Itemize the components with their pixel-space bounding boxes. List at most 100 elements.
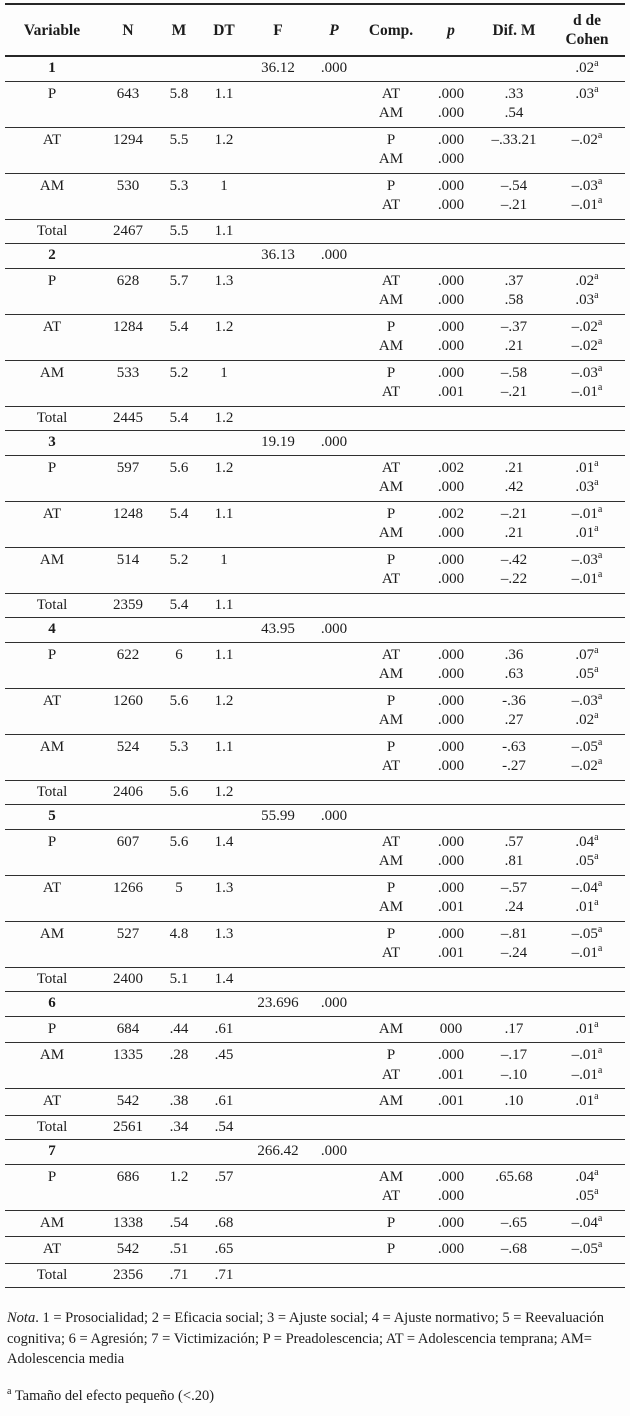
cell-n-empty (99, 431, 157, 456)
cell-p-empty (309, 875, 359, 921)
comparison-mean-difference: –.10 (500, 1066, 528, 1083)
comparison-mean-difference: –.65 (500, 1214, 528, 1231)
effect-size-superscript: a (594, 83, 599, 95)
cell-dif-m-group: .21.42 (479, 455, 549, 501)
cell-dif-m-empty (479, 780, 549, 805)
cell-m-empty (157, 1140, 201, 1165)
comparison-cohen-d: –.05a (571, 1239, 603, 1258)
effect-size-superscript: a (597, 382, 603, 393)
cell-total-n: 2400 (113, 970, 143, 987)
comparison-group-label: P (386, 551, 396, 568)
comparison-cohen-d: –.03a (571, 362, 603, 381)
comparison-p-value: .000 (437, 1188, 465, 1204)
cell-d-cohen-group: .04a .05a (549, 829, 625, 875)
total-row: Total 2561 .34 .54 (5, 1115, 625, 1140)
cell-n: 684 (116, 1020, 140, 1037)
comparison-cohen-d: –.01a (571, 1064, 603, 1083)
effect-size-superscript: a (597, 690, 603, 702)
comparison-cohen-d: .05a (575, 1186, 599, 1205)
comparison-cohen-d: .01a (575, 457, 599, 476)
cell-comp-group: AM AT (359, 1164, 423, 1210)
header-d-cohen-line2: Cohen (565, 31, 609, 48)
comparison-cohen-d: .03a (575, 477, 599, 496)
comparison-p-value: .000 (437, 131, 465, 148)
cell-variable-number: 3 (48, 434, 56, 450)
cell-variable: P (47, 833, 57, 850)
cell-dt: 1.1 (214, 505, 234, 522)
header-p-upper: P (329, 21, 339, 39)
comparison-cohen-d: –.02a (571, 756, 603, 775)
cell-total-n: 2359 (113, 596, 143, 613)
total-row: Total 2445 5.4 1.2 (5, 406, 625, 431)
comparison-group-label: AT (381, 1188, 401, 1204)
cell-comp-empty (359, 244, 423, 269)
comparison-p-value: .000 (437, 105, 465, 121)
cell-dif-m-empty (479, 593, 549, 618)
table-header: Variable N M DT F P Comp. p Dif. M d de … (5, 4, 625, 56)
cell-p-empty (309, 1016, 359, 1043)
cell-comp-group: P AT (359, 360, 423, 406)
nota-paragraph: Nota. 1 = Prosocialidad; 2 = Eficacia so… (7, 1308, 623, 1370)
comparison-p-value: .000 (437, 738, 465, 755)
cell-p-empty (309, 688, 359, 734)
cell-f-empty (247, 1263, 309, 1288)
cell-dif-m-empty (479, 1140, 549, 1165)
comparison-cohen-d: .01a (575, 1018, 599, 1037)
cell-p-empty (309, 360, 359, 406)
cell-variable-number: 2 (48, 247, 56, 263)
cell-variable: AM (39, 738, 65, 755)
cell-f-empty (247, 642, 309, 688)
cell-comp-group: AT AM (359, 829, 423, 875)
cell-m-empty (157, 805, 201, 830)
group-row-at: AT 1248 5.4 1.1 P AM .002 .000 –.21 .21 –.01a .01a (5, 501, 625, 547)
cell-dt-empty (201, 56, 247, 81)
header-f: F (273, 21, 283, 39)
group-row-am: AM 1338 .54 .68 P .000 –.65 –.04a (5, 1210, 625, 1237)
effect-size-superscript: a (597, 877, 603, 889)
cell-comp-group: P AT (359, 921, 423, 967)
cell-p-small-empty (423, 593, 479, 618)
cell-p-empty (309, 829, 359, 875)
cell-p-empty (309, 642, 359, 688)
group-row-p: P 628 5.7 1.3 AT AM .000.000.37.58.02a .03a (5, 268, 625, 314)
cell-d-cohen-group: .02a .03a (549, 268, 625, 314)
cell-d-cohen (549, 244, 625, 269)
comparison-group-label: AM (378, 1020, 404, 1037)
cell-dif-m-empty (479, 431, 549, 456)
cell-dif-m-empty (479, 992, 549, 1017)
cell-d-cohen-group: .04a .05a (549, 1164, 625, 1210)
comparison-cohen-d: –.04a (571, 1212, 603, 1231)
cell-f-empty (247, 829, 309, 875)
effect-size-superscript: a (594, 290, 599, 301)
comparison-mean-difference (480, 150, 548, 170)
comparison-group-label: AM (378, 666, 404, 682)
group-row-at: AT 542 .51 .65 P .000 –.68 –.05a (5, 1237, 625, 1264)
effect-size-superscript: a (594, 457, 599, 469)
cell-total-dt: 1.1 (214, 596, 234, 613)
cell-d-cohen-group: .03a (549, 81, 625, 127)
comparison-mean-difference: .10 (504, 1093, 524, 1109)
cell-p-small-group: .000 .001 (423, 875, 479, 921)
comparison-cohen-d: .01a (575, 1091, 599, 1110)
cell-n: 1266 (113, 879, 143, 896)
cell-d-cohen-group: –.01a –.01a (549, 1043, 625, 1089)
effect-size-superscript: a (597, 503, 603, 515)
cell-f-value: 23.696 (257, 995, 299, 1011)
cell-f-empty (247, 1043, 309, 1089)
cell-p-small-empty (423, 244, 479, 269)
cell-dt: .61 (214, 1093, 234, 1109)
cell-dt: .65 (214, 1241, 234, 1257)
cell-variable: AM (39, 551, 65, 568)
comparison-mean-difference: .81 (504, 853, 524, 869)
comparison-group-label: AM (378, 292, 404, 308)
comparison-p-value: .000 (437, 338, 465, 354)
cell-p-empty (309, 921, 359, 967)
cell-dif-m-group: –.68 (479, 1237, 549, 1264)
comparison-p-value: .000 (437, 1241, 465, 1257)
footnote-text: Tamaño del efecto pequeño (<.20) (11, 1387, 215, 1404)
cell-comp-group: P AM (359, 314, 423, 360)
cell-dif-m-group: -.63 -.27 (479, 734, 549, 780)
comparison-mean-difference: .54 (504, 105, 524, 121)
cell-comp-group: AM (359, 1016, 423, 1043)
cell-m: 5.6 (169, 459, 189, 476)
